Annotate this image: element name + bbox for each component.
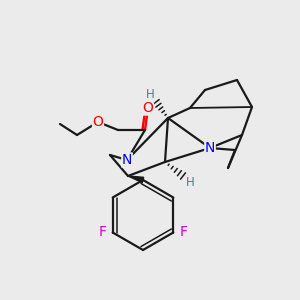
Text: H: H	[186, 176, 194, 188]
Text: O: O	[142, 101, 153, 115]
Text: N: N	[205, 141, 215, 155]
Text: F: F	[179, 226, 187, 239]
Polygon shape	[128, 176, 144, 183]
Text: F: F	[99, 226, 107, 239]
Text: N: N	[122, 153, 132, 167]
Text: H: H	[146, 88, 154, 101]
Text: O: O	[93, 115, 104, 129]
